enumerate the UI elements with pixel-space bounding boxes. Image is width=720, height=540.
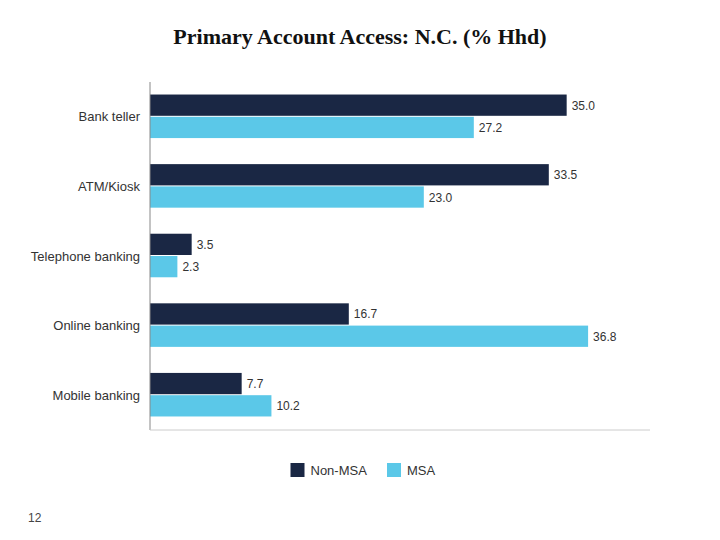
bar [150, 395, 271, 416]
category-label: ATM/Kiosk [78, 179, 140, 194]
data-label: 33.5 [554, 168, 578, 182]
data-label: 36.8 [593, 330, 617, 344]
bars [150, 95, 588, 417]
legend-label: MSA [407, 463, 436, 478]
data-label: 23.0 [429, 191, 453, 205]
data-label: 2.3 [182, 260, 199, 274]
legend-label: Non-MSA [311, 463, 368, 478]
bar [150, 326, 588, 347]
x-axis [150, 430, 650, 431]
y-axis [150, 82, 151, 430]
category-label: Online banking [53, 318, 140, 333]
category-label: Bank teller [79, 109, 141, 124]
data-label: 35.0 [572, 99, 596, 113]
data-label: 10.2 [276, 399, 300, 413]
data-labels: 35.0 27.2 33.5 23.0 3.5 2.3 16.7 36.8 7.7 10.2 [182, 99, 616, 414]
bar [150, 373, 242, 394]
legend-swatch [291, 463, 305, 477]
data-label: 3.5 [197, 238, 214, 252]
bar [150, 117, 474, 138]
data-label: 16.7 [354, 307, 378, 321]
bar [150, 95, 567, 116]
legend-swatch [387, 463, 401, 477]
bar [150, 186, 424, 207]
bar [150, 303, 349, 324]
bar [150, 164, 549, 185]
annotation: 12 [28, 511, 42, 525]
title: Primary Account Access: N.C. (% Hhd) [173, 24, 546, 49]
data-label: 7.7 [247, 377, 264, 391]
category-label: Telephone banking [31, 249, 140, 264]
category-label: Mobile banking [53, 388, 140, 403]
bar [150, 256, 177, 277]
bar [150, 234, 192, 255]
data-label: 27.2 [479, 121, 503, 135]
legend: Non-MSA MSA [291, 463, 436, 478]
chart-svg: Primary Account Access: N.C. (% Hhd) 35.0… [0, 0, 720, 540]
